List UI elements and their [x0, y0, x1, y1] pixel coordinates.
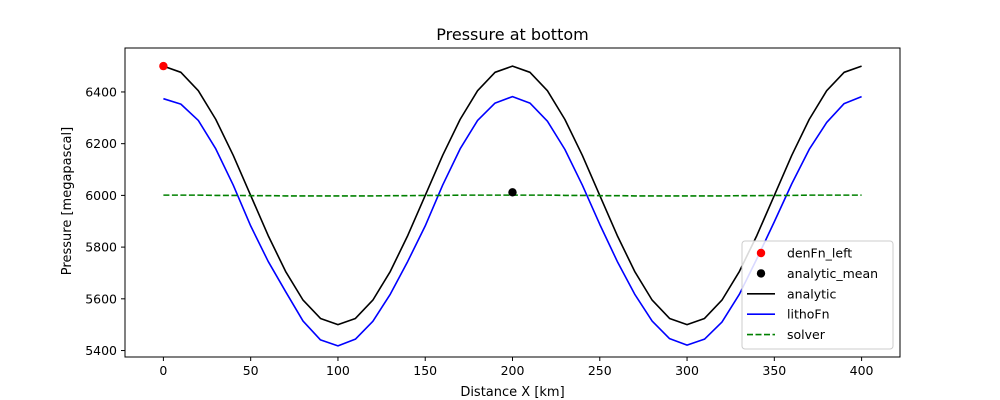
legend-item-lithoFn: lithoFn [747, 307, 830, 322]
point-analytic_mean [508, 188, 517, 197]
x-tick-label: 150 [413, 363, 437, 378]
y-tick-label: 5800 [85, 240, 117, 255]
x-tick-label: 350 [762, 363, 786, 378]
legend-marker-denFn_left [756, 248, 766, 258]
legend: denFn_left analytic_mean analytic lithoFn so… [741, 240, 894, 350]
chart-title: Pressure at bottom [436, 25, 588, 44]
axes: 0 50 100 150 200 250 300 350 400 5400 5600 5800 6000… [85, 47, 901, 378]
x-tick-label: 0 [159, 363, 167, 378]
y-tick-label: 5400 [85, 343, 117, 358]
legend-item-analytic: analytic [747, 286, 836, 301]
legend-label-solver: solver [787, 327, 826, 342]
x-tick-label: 100 [326, 363, 350, 378]
legend-marker-analytic_mean [756, 269, 766, 278]
legend-label-denFn_left: denFn_left [787, 246, 852, 261]
legend-item-analytic_mean: analytic_mean [756, 266, 878, 281]
legend-label-analytic_mean: analytic_mean [787, 266, 878, 281]
x-tick-label: 50 [243, 363, 259, 378]
y-tick-label: 5600 [85, 291, 117, 306]
x-tick-label: 250 [588, 363, 612, 378]
y-tick-label: 6200 [85, 136, 117, 151]
legend-box [741, 240, 894, 350]
y-axis-label: Pressure [megapascal] [60, 127, 75, 275]
point-denFn_left [159, 61, 168, 71]
legend-label-lithoFn: lithoFn [787, 307, 830, 322]
y-tick-label: 6400 [85, 84, 117, 99]
legend-label-analytic: analytic [787, 286, 836, 301]
x-axis-label: Distance X [km] [460, 385, 564, 400]
legend-item-denFn_left: denFn_left [756, 246, 852, 261]
y-tick-label: 6000 [85, 188, 117, 203]
x-tick-label: 300 [675, 363, 699, 378]
x-tick-label: 200 [501, 363, 525, 378]
legend-item-solver: solver [747, 327, 826, 342]
x-tick-label: 400 [850, 363, 874, 378]
